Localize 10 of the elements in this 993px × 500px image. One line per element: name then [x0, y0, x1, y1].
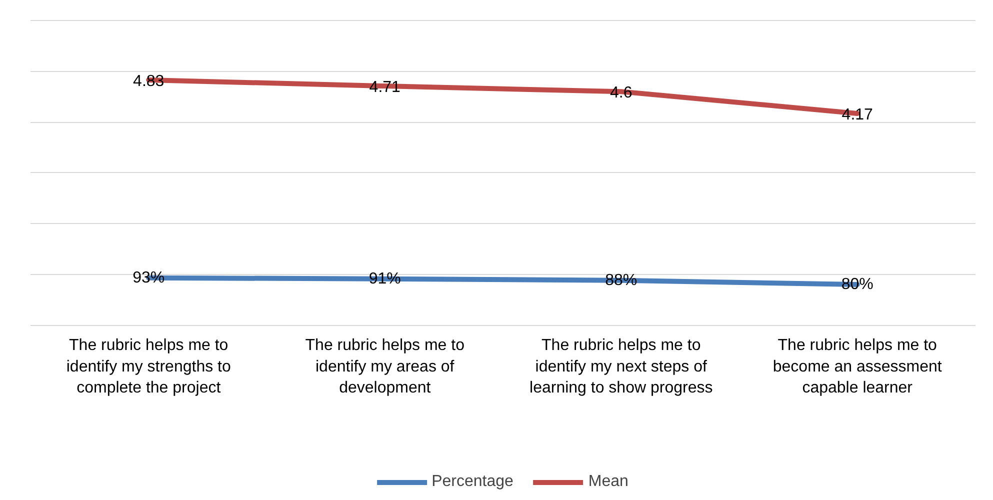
data-label: 93% — [132, 269, 165, 286]
legend-label: Mean — [588, 473, 628, 491]
x-tick-label: The rubric helps me to identify my areas of development — [305, 337, 465, 397]
x-tick-label: The rubric helps me to become an assessment capable learner — [772, 337, 942, 397]
x-tick-label: The rubric helps me to identify my next steps of learning to show progress — [530, 337, 713, 397]
data-label: 80% — [841, 276, 874, 293]
legend-label: Percentage — [432, 473, 514, 491]
x-tick-label: The rubric helps me to identify my strengths to complete the project — [66, 337, 231, 397]
data-label: 4.17 — [842, 106, 874, 124]
data-label: 4.83 — [133, 72, 164, 90]
